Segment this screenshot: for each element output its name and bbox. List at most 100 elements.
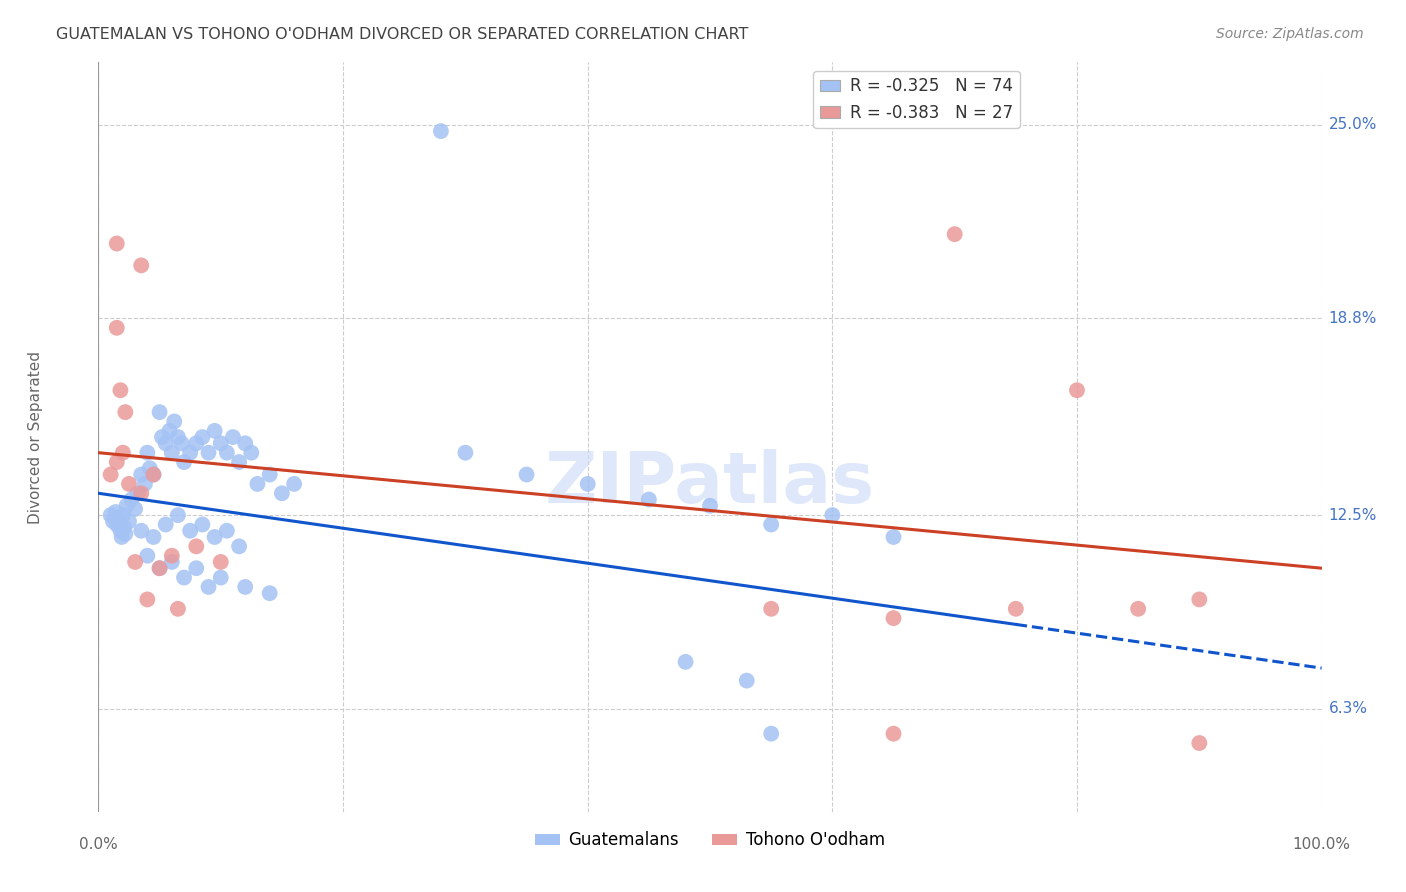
Point [209, 571, 232, 585]
Text: ZIPatlas: ZIPatlas [546, 450, 875, 518]
Point [111, 530, 134, 544]
Point [118, 514, 141, 528]
Point [163, 414, 186, 429]
Text: GUATEMALAN VS TOHONO O'ODHAM DIVORCED OR SEPARATED CORRELATION CHART: GUATEMALAN VS TOHONO O'ODHAM DIVORCED OR… [56, 27, 748, 42]
Point [209, 555, 232, 569]
Point [191, 517, 214, 532]
Text: 12.5%: 12.5% [1329, 508, 1376, 523]
Point [105, 517, 128, 532]
Point [129, 259, 152, 273]
Point [160, 555, 183, 569]
Point [142, 530, 165, 544]
Point [129, 486, 152, 500]
Point [129, 524, 152, 538]
Point [270, 486, 294, 500]
Point [1004, 602, 1026, 616]
Point [883, 530, 905, 544]
Point [155, 517, 177, 532]
Point [430, 124, 453, 138]
Point [209, 436, 232, 450]
Point [699, 499, 721, 513]
Point [100, 467, 122, 482]
Point [127, 486, 149, 500]
Point [150, 430, 173, 444]
Point [157, 424, 180, 438]
Text: 25.0%: 25.0% [1329, 118, 1376, 132]
Point [170, 436, 193, 450]
Point [115, 499, 138, 513]
Point [160, 446, 183, 460]
Point [246, 476, 269, 491]
Text: Source: ZipAtlas.com: Source: ZipAtlas.com [1216, 27, 1364, 41]
Point [155, 436, 177, 450]
Point [167, 508, 190, 523]
Point [107, 511, 129, 525]
Point [186, 539, 208, 553]
Point [943, 227, 966, 241]
Point [233, 580, 256, 594]
Point [204, 530, 226, 544]
Point [283, 476, 305, 491]
Text: 6.3%: 6.3% [1329, 701, 1368, 716]
Point [761, 602, 783, 616]
Text: 18.8%: 18.8% [1329, 311, 1376, 326]
Point [215, 446, 238, 460]
Point [186, 561, 208, 575]
Point [173, 571, 195, 585]
Point [1188, 736, 1211, 750]
Point [114, 405, 136, 419]
Point [1188, 592, 1211, 607]
Point [104, 505, 127, 519]
Point [186, 436, 208, 450]
Point [259, 586, 281, 600]
Point [118, 476, 141, 491]
Point [233, 436, 256, 450]
Point [259, 467, 281, 482]
Point [222, 430, 245, 444]
Point [110, 524, 132, 538]
Point [191, 430, 214, 444]
Text: 100.0%: 100.0% [1292, 837, 1351, 852]
Point [454, 446, 477, 460]
Point [167, 602, 190, 616]
Point [136, 592, 159, 607]
Point [204, 424, 226, 438]
Point [173, 455, 195, 469]
Point [215, 524, 238, 538]
Point [197, 580, 219, 594]
Point [516, 467, 538, 482]
Text: 0.0%: 0.0% [79, 837, 118, 852]
Point [179, 524, 201, 538]
Point [129, 467, 152, 482]
Point [228, 539, 250, 553]
Legend: Guatemalans, Tohono O'odham: Guatemalans, Tohono O'odham [529, 824, 891, 855]
Point [179, 446, 201, 460]
Point [1066, 384, 1088, 398]
Point [149, 405, 172, 419]
Point [149, 561, 172, 575]
Point [124, 501, 146, 516]
Point [136, 446, 159, 460]
Point [821, 508, 844, 523]
Point [761, 517, 783, 532]
Point [114, 526, 136, 541]
Point [197, 446, 219, 460]
Point [1128, 602, 1150, 616]
Point [240, 446, 263, 460]
Point [883, 611, 905, 625]
Point [675, 655, 697, 669]
Point [111, 446, 134, 460]
Point [160, 549, 183, 563]
Point [149, 561, 172, 575]
Point [167, 430, 190, 444]
Point [105, 236, 128, 251]
Point [101, 514, 124, 528]
Point [637, 492, 661, 507]
Point [735, 673, 758, 688]
Point [105, 321, 128, 335]
Point [134, 476, 156, 491]
Point [124, 555, 146, 569]
Point [111, 508, 134, 523]
Point [105, 455, 128, 469]
Point [139, 461, 162, 475]
